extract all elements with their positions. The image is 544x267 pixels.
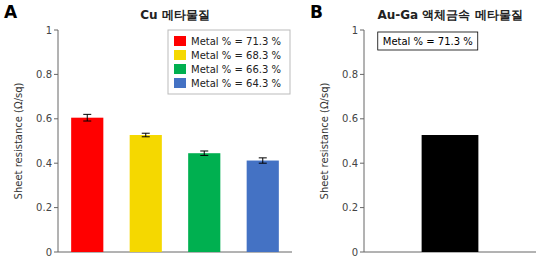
- error-stem: [145, 133, 146, 137]
- bar: [71, 118, 103, 252]
- panel-label: A: [4, 2, 18, 22]
- y-tick: [54, 30, 58, 31]
- y-axis-label: Sheet resistance (Ω/sq): [319, 82, 330, 199]
- error-cap: [142, 136, 150, 137]
- y-tick-label: 0: [352, 247, 358, 258]
- legend-box: [168, 30, 290, 94]
- y-tick-label: 0.8: [342, 69, 358, 80]
- marks: [422, 135, 479, 252]
- panel-label: B: [310, 2, 323, 22]
- legend-swatch: [174, 50, 186, 60]
- y-tick: [360, 207, 364, 208]
- y-axis: [58, 30, 59, 252]
- error-stem: [87, 114, 88, 121]
- annotation-box: [378, 32, 478, 50]
- y-tick: [360, 30, 364, 31]
- error-stem: [204, 151, 205, 155]
- error-cap: [200, 150, 208, 151]
- chart: A Cu 메타물질 Sheet resistance (Ω/sq) 0 0.2 0.4 0.…: [0, 0, 544, 267]
- legend-entry: Metal % = 66.3 %: [191, 64, 281, 75]
- annotation-text: Metal % = 71.3 %: [383, 36, 473, 47]
- panel: A Cu 메타물질 Sheet resistance (Ω/sq) 0 0.2 0.4 0.…: [4, 2, 292, 258]
- error-cap: [83, 121, 91, 122]
- error-cap: [142, 133, 150, 134]
- y-tick: [54, 252, 58, 253]
- annotation: Metal % = 71.3 %: [378, 32, 478, 50]
- bar: [247, 161, 279, 252]
- y-tick: [54, 74, 58, 75]
- legend-swatch: [174, 64, 186, 74]
- y-tick-label: 0.4: [36, 158, 52, 169]
- error-cap: [83, 114, 91, 115]
- legend-entry: Metal % = 64.3 %: [191, 78, 281, 89]
- error-bar: [142, 133, 150, 137]
- y-tick-label: 0.8: [36, 69, 52, 80]
- y-tick-label: 0.4: [342, 158, 358, 169]
- y-tick-label: 1: [46, 25, 52, 36]
- legend-swatch: [174, 36, 186, 46]
- bar: [130, 135, 162, 252]
- y-tick: [54, 163, 58, 164]
- error-cap: [200, 155, 208, 156]
- y-tick: [54, 118, 58, 119]
- y-tick-label: 0: [46, 247, 52, 258]
- y-tick: [360, 118, 364, 119]
- y-tick-label: 0.6: [342, 113, 358, 124]
- y-tick-label: 0.6: [36, 113, 52, 124]
- bar: [422, 135, 479, 252]
- y-tick: [54, 207, 58, 208]
- y-tick: [360, 252, 364, 253]
- bar: [188, 153, 220, 252]
- error-bar: [259, 158, 267, 163]
- legend-swatch: [174, 78, 186, 88]
- legend-entry: Metal % = 71.3 %: [191, 36, 281, 47]
- y-tick: [360, 163, 364, 164]
- marks: [71, 114, 279, 252]
- legend-entry: Metal % = 68.3 %: [191, 50, 281, 61]
- y-tick-label: 0.2: [342, 202, 358, 213]
- error-stem: [262, 158, 263, 163]
- error-cap: [259, 163, 267, 164]
- error-cap: [259, 157, 267, 158]
- title: Au-Ga 액체금속 메타물질: [377, 8, 522, 22]
- y-tick: [360, 74, 364, 75]
- error-bar: [200, 151, 208, 155]
- y-tick-label: 0.2: [36, 202, 52, 213]
- error-bar: [83, 114, 91, 121]
- y-tick-label: 1: [352, 25, 358, 36]
- panel: B Au-Ga 액체금속 메타물질 Sheet resistance (Ω/sq) 0…: [310, 2, 536, 258]
- legend: Metal % = 71.3 % Metal % = 68.3 % Metal % …: [168, 30, 290, 94]
- y-axis-label: Sheet resistance (Ω/sq): [13, 82, 24, 199]
- y-axis: [364, 30, 365, 252]
- title: Cu 메타물질: [140, 8, 210, 22]
